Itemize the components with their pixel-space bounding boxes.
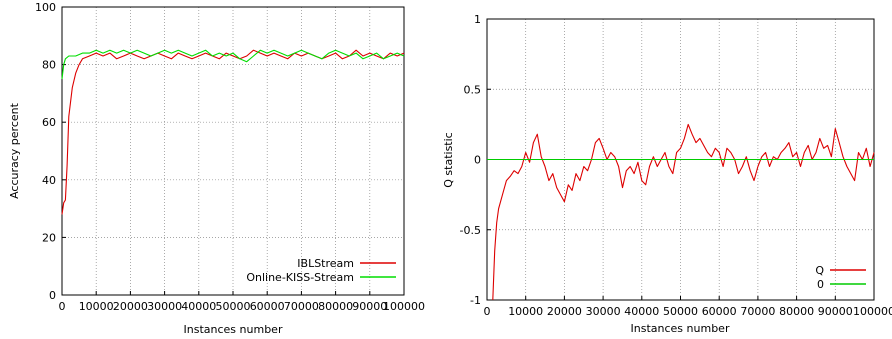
accuracy-grid xyxy=(62,7,404,295)
x-tick-label: 50000 xyxy=(216,300,251,313)
series-line-0 xyxy=(61,49,405,215)
x-tick-label: 0 xyxy=(59,300,66,313)
accuracy-series xyxy=(61,49,405,215)
q-y-axis-label: Q statistic xyxy=(442,132,455,187)
y-tick-label: -0.5 xyxy=(460,224,481,237)
q-x-axis-label: Instances number xyxy=(631,322,730,335)
x-tick-label: 60000 xyxy=(702,305,737,318)
x-tick-label: 70000 xyxy=(740,305,775,318)
q-legend: Q0 xyxy=(815,264,866,291)
x-tick-label: 90000 xyxy=(818,305,853,318)
y-tick-label: 60 xyxy=(42,116,56,129)
x-tick-label: 30000 xyxy=(147,300,182,313)
x-tick-label: 20000 xyxy=(547,305,582,318)
x-tick-label: 10000 xyxy=(79,300,114,313)
legend-label: IBLStream xyxy=(297,257,354,270)
y-tick-label: 80 xyxy=(42,59,56,72)
legend-label: Q xyxy=(815,264,824,277)
y-tick-label: 0 xyxy=(49,289,56,302)
y-tick-label: 0.5 xyxy=(464,83,482,96)
y-tick-label: -1 xyxy=(470,294,481,307)
accuracy-ticks: 0 10000 20000 30000 40000 50000 60000 70000 8000… xyxy=(35,1,425,313)
q-statistic-chart: 0 10000 20000 30000 40000 50000 60000 70000 8000… xyxy=(442,13,892,335)
q-series xyxy=(487,123,875,301)
x-tick-label: 40000 xyxy=(181,300,216,313)
series-line-1 xyxy=(61,49,405,80)
accuracy-chart: 0 10000 20000 30000 40000 50000 60000 70000 8000… xyxy=(8,1,425,336)
x-tick-label: 40000 xyxy=(624,305,659,318)
y-tick-label: 1 xyxy=(474,13,481,26)
x-tick-label: 30000 xyxy=(586,305,621,318)
y-tick-label: 40 xyxy=(42,174,56,187)
y-tick-label: 0 xyxy=(474,154,481,167)
q-grid xyxy=(487,19,874,300)
x-tick-label: 50000 xyxy=(663,305,698,318)
x-tick-label: 80000 xyxy=(779,305,814,318)
q-ticks: 0 10000 20000 30000 40000 50000 60000 70000 8000… xyxy=(460,13,892,318)
legend-label: 0 xyxy=(817,278,824,291)
x-tick-label: 10000 xyxy=(508,305,543,318)
y-tick-label: 20 xyxy=(42,231,56,244)
accuracy-y-axis-label: Accuracy percent xyxy=(8,102,21,199)
y-tick-label: 100 xyxy=(35,1,56,14)
x-tick-label: 100000 xyxy=(383,300,425,313)
legend-label: Online-KISS-Stream xyxy=(246,271,354,284)
x-tick-label: 20000 xyxy=(113,300,148,313)
x-tick-label: 100000 xyxy=(853,305,892,318)
x-tick-label: 90000 xyxy=(352,300,387,313)
series-line-0 xyxy=(492,123,875,301)
x-tick-label: 70000 xyxy=(284,300,319,313)
x-tick-label: 60000 xyxy=(250,300,285,313)
x-tick-label: 80000 xyxy=(318,300,353,313)
x-tick-label: 0 xyxy=(484,305,491,318)
accuracy-x-axis-label: Instances number xyxy=(184,323,283,336)
